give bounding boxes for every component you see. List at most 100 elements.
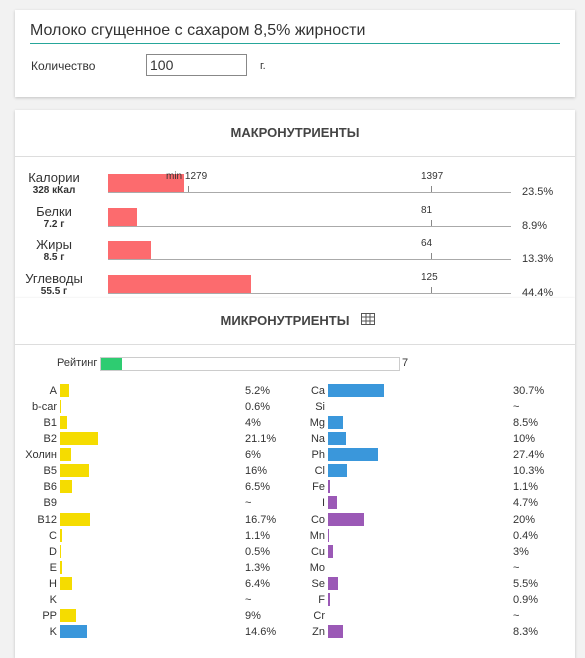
- micro-card: МИКРОНУТРИЕНТЫ Рейтинг 7 A 5.2% b-car 0.6% B1 4…: [15, 298, 575, 658]
- nutrient-bar: [60, 400, 62, 414]
- nutrient-bar: [60, 576, 72, 590]
- reference-line: [108, 225, 511, 227]
- target-label: 64: [421, 238, 433, 249]
- nutrient-name: B9: [43, 497, 57, 510]
- nutrient-percent: 20%: [513, 513, 536, 526]
- rating-bar: [101, 358, 122, 370]
- nutrient-percent: 6%: [245, 449, 261, 462]
- nutrient-name: B1: [43, 417, 57, 430]
- rating-label: Рейтинг: [57, 357, 98, 369]
- nutrient-name: B6: [43, 481, 57, 494]
- nutrient-percent: 8.3%: [513, 626, 539, 639]
- rating-track: [100, 357, 400, 371]
- nutrient-percent: 0.6%: [245, 401, 271, 414]
- nutrient-percent: 16%: [245, 465, 268, 478]
- nutrient-name: B12: [37, 513, 57, 526]
- macro-bar: [108, 274, 252, 293]
- macro-name: Жиры: [36, 237, 72, 252]
- rating-value: 7: [402, 357, 409, 369]
- table-icon[interactable]: [361, 313, 375, 325]
- macro-amount: 7.2 г: [43, 218, 65, 230]
- nutrient-bar: [60, 528, 62, 542]
- nutrient-bar: [60, 512, 91, 526]
- nutrient-percent: 0.4%: [513, 529, 539, 542]
- nutrient-bar: [328, 480, 330, 494]
- reference-line: [108, 259, 511, 260]
- target-tick: [431, 253, 432, 259]
- nutrient-name: D: [49, 545, 57, 558]
- nutrient-name: Mg: [309, 417, 325, 430]
- nutrient-name: B5: [43, 465, 57, 478]
- nutrient-percent: 3%: [513, 545, 529, 558]
- macro-amount: 8.5 г: [43, 252, 65, 263]
- nutrient-name: F: [318, 593, 325, 606]
- nutrient-percent: ~: [513, 609, 520, 622]
- nutrient-name: Cu: [310, 545, 325, 558]
- reference-line: [108, 292, 511, 294]
- nutrient-name: H: [49, 577, 57, 590]
- nutrient-percent: 5.2%: [245, 385, 271, 397]
- nutrient-bar: [328, 544, 334, 558]
- macro-name: Калории: [28, 170, 80, 185]
- nutrient-percent: 8.5%: [513, 417, 539, 430]
- divider: [15, 344, 575, 345]
- macro-percent: 23.5%: [522, 186, 554, 198]
- nutrient-name: K: [49, 593, 57, 606]
- nutrient-bar: [328, 416, 344, 430]
- min-tick: [188, 186, 189, 192]
- macro-name: Углеводы: [25, 270, 83, 286]
- nutrient-percent: ~: [513, 561, 520, 574]
- nutrient-bar: [60, 432, 99, 446]
- nutrient-bar: [328, 464, 347, 478]
- nutrient-percent: 6.4%: [245, 577, 271, 590]
- nutrient-bar: [60, 384, 70, 397]
- nutrient-percent: 4.7%: [513, 497, 539, 510]
- unit: г.: [260, 60, 266, 72]
- target-tick: [431, 186, 432, 192]
- nutrient-percent: 5.5%: [513, 577, 539, 590]
- nutrient-name: Se: [311, 577, 325, 590]
- macro-percent: 13.3%: [522, 253, 554, 265]
- macro-amount: 328 кКал: [32, 185, 76, 196]
- nutrient-bar: [328, 528, 329, 542]
- nutrient-bar: [328, 512, 365, 526]
- nutrient-bar: [328, 448, 378, 462]
- nutrient-bar: [60, 608, 77, 622]
- macro-percent: 44.4%: [522, 286, 554, 299]
- nutrient-percent: 10.3%: [513, 465, 545, 478]
- nutrient-bar: [60, 448, 71, 462]
- nutrient-bar: [60, 464, 90, 478]
- nutrient-name: Ph: [311, 449, 325, 462]
- min-label: min 1279: [166, 171, 208, 182]
- nutrient-bar: [328, 576, 338, 590]
- quantity-input[interactable]: 100: [146, 54, 247, 76]
- macro-name: Белки: [36, 203, 72, 219]
- macro-bar: [108, 207, 137, 226]
- nutrient-bar: [60, 544, 61, 558]
- nutrient-name: Cr: [313, 609, 325, 622]
- nutrient-name: K: [49, 626, 57, 639]
- title-underline: [30, 43, 560, 44]
- nutrient-name: Fe: [312, 481, 325, 494]
- nutrient-name: A: [49, 385, 57, 397]
- header-card: Молоко сгущенное с сахаром 8,5% жирности…: [15, 10, 575, 97]
- nutrient-name: PP: [42, 609, 57, 622]
- nutrient-percent: ~: [245, 497, 252, 510]
- nutrient-name: Co: [310, 513, 325, 526]
- nutrient-percent: ~: [245, 593, 252, 606]
- nutrient-name: Zn: [312, 626, 325, 639]
- nutrient-name: I: [321, 497, 325, 510]
- nutrient-name: C: [49, 529, 57, 542]
- nutrient-bar: [328, 432, 347, 446]
- nutrient-bar: [60, 480, 72, 494]
- nutrient-percent: 27.4%: [513, 449, 545, 462]
- nutrient-name: Mo: [309, 561, 325, 574]
- reference-line: [108, 192, 511, 193]
- nutrient-bar: [328, 592, 330, 606]
- nutrient-name: Na: [310, 433, 325, 446]
- nutrient-bar: [328, 384, 384, 397]
- divider: [15, 156, 575, 157]
- nutrient-percent: 0.5%: [245, 545, 271, 558]
- nutrient-name: E: [49, 561, 57, 574]
- nutrient-name: Si: [315, 401, 325, 414]
